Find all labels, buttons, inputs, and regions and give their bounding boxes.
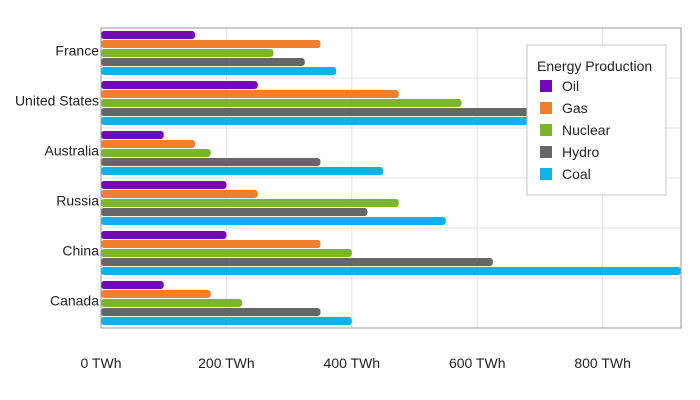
bar-china-nuclear (101, 249, 352, 257)
bar-canada-oil (101, 281, 164, 289)
plot-area-border (100, 27, 682, 329)
legend-label-hydro: Hydro (562, 144, 600, 160)
legend-swatch-coal (540, 168, 552, 180)
category-label: Canada (50, 293, 99, 309)
bar-united-states-hydro (101, 108, 603, 116)
bar-canada-nuclear (101, 299, 243, 307)
legend-label-nuclear: Nuclear (562, 122, 611, 138)
x-tick-label: 0 TWh (81, 355, 122, 371)
bar-canada-hydro (101, 308, 321, 316)
legend-swatch-oil (540, 80, 552, 92)
bar-france-nuclear (101, 49, 274, 57)
x-tick-label: 400 TWh (324, 355, 381, 371)
legend-label-oil: Oil (562, 78, 579, 94)
legend-label-gas: Gas (562, 100, 588, 116)
bar-united-states-coal (101, 117, 603, 125)
bar-france-oil (101, 31, 196, 39)
legend-items: Oil Gas Nuclear Hydro Coal (540, 78, 611, 182)
bar-russia-gas (101, 190, 258, 198)
category-label: United States (15, 93, 99, 109)
bar-australia-nuclear (101, 149, 211, 157)
legend-label-coal: Coal (562, 166, 591, 182)
bar-china-hydro (101, 258, 493, 266)
bar-australia-hydro (101, 158, 321, 166)
category-labels: France United States Australia Russia China C… (15, 43, 99, 309)
bar-australia-oil (101, 131, 164, 139)
legend-swatch-hydro (540, 146, 552, 158)
category-label: France (55, 43, 99, 59)
bar-france-gas (101, 40, 321, 48)
bar-united-states-gas (101, 90, 399, 98)
bar-united-states-oil (101, 81, 258, 89)
bar-china-gas (101, 240, 321, 248)
bar-russia-nuclear (101, 199, 399, 207)
category-label: Russia (56, 193, 99, 209)
category-label: Australia (45, 143, 100, 159)
bar-china-coal (101, 267, 681, 275)
bar-russia-coal (101, 217, 446, 225)
bar-australia-coal (101, 167, 384, 175)
x-tick-label: 800 TWh (574, 355, 631, 371)
bar-canada-coal (101, 317, 352, 325)
legend-swatch-gas (540, 102, 552, 114)
legend: Energy Production Oil Gas Nuclear Hydro Coal (526, 44, 667, 196)
bar-france-hydro (101, 58, 305, 66)
bar-russia-oil (101, 181, 227, 189)
x-tick-label: 200 TWh (198, 355, 255, 371)
bar-australia-gas (101, 140, 196, 148)
bar-canada-gas (101, 290, 211, 298)
bars (101, 31, 681, 325)
category-label: China (62, 243, 99, 259)
legend-swatch-nuclear (540, 124, 552, 136)
bar-france-coal (101, 67, 337, 75)
bar-russia-hydro (101, 208, 368, 216)
bar-china-oil (101, 231, 227, 239)
x-axis-tick-labels: 0 TWh 200 TWh 400 TWh 600 TWh 800 TWh (81, 355, 631, 371)
x-tick-label: 600 TWh (449, 355, 506, 371)
legend-title: Energy Production (537, 58, 652, 74)
bar-united-states-nuclear (101, 99, 462, 107)
